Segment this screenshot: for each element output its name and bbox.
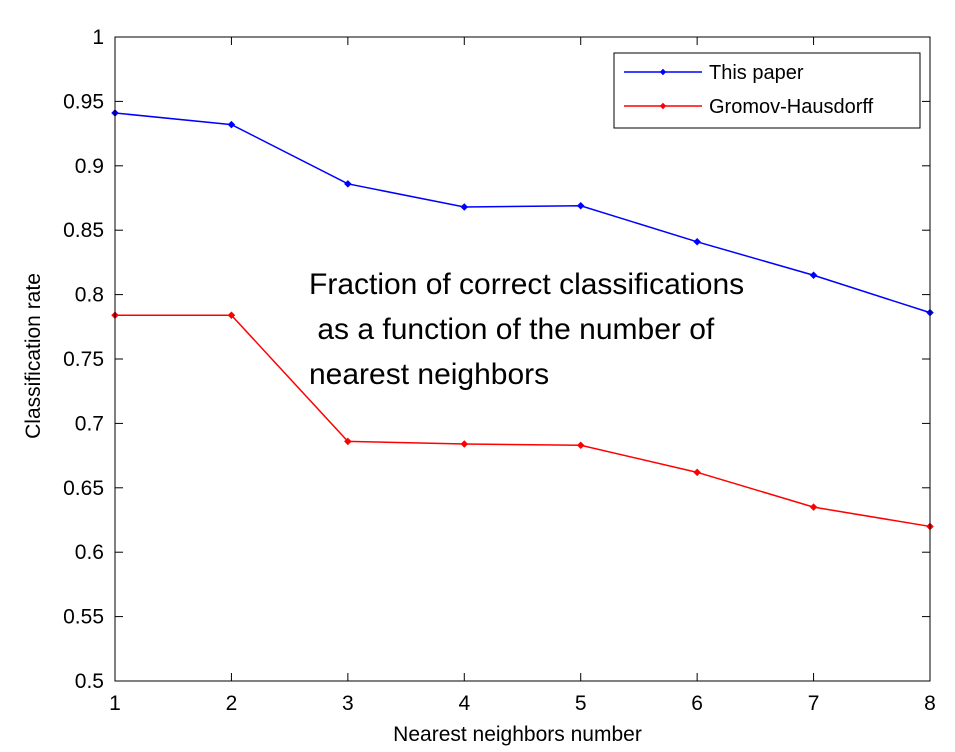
y-tick-label: 0.9 [75, 155, 104, 178]
data-point [227, 120, 236, 129]
x-tick-label: 8 [924, 692, 936, 715]
x-tick-label: 6 [691, 692, 703, 715]
x-tick-label: 5 [575, 692, 587, 715]
data-point [460, 440, 469, 448]
data-point [576, 201, 585, 210]
series-line [114, 112, 931, 314]
data-point [344, 180, 352, 188]
data-point [693, 238, 701, 246]
data-point [693, 468, 701, 477]
series-line [115, 314, 931, 528]
legend-box [613, 52, 921, 129]
annotation-line: as a function of the number of [309, 313, 715, 346]
data-point [576, 441, 585, 450]
y-tick-label: 0.95 [63, 90, 104, 113]
legend-marker [659, 68, 667, 76]
x-tick-label: 1 [109, 692, 121, 715]
y-axis-label: Classification rate [22, 273, 45, 439]
legend-marker [659, 102, 667, 110]
x-tick-label: 3 [342, 692, 354, 715]
plot-area [115, 37, 930, 681]
y-tick-label: 0.55 [63, 606, 104, 629]
legend-label: This paper [709, 62, 804, 84]
data-point [344, 437, 352, 446]
x-tick-label: 4 [458, 692, 470, 715]
ticks-layer: 1 2 3 4 5 6 7 8 0.5 0.55 0.6 0.65 0.7 0.75 0.8 0.85 0.9 0… [63, 26, 936, 715]
plot-background [115, 37, 930, 681]
legend-label: Gromov-Hausdorff [709, 96, 874, 118]
y-tick-label: 0.6 [75, 541, 104, 564]
x-tick-label: 7 [808, 692, 820, 715]
y-tick-label: 1 [92, 26, 104, 49]
data-point [809, 503, 818, 511]
x-tick-label: 2 [226, 692, 238, 715]
data-point [809, 271, 818, 280]
annotation-line: nearest neighbors [309, 358, 549, 391]
y-tick-label: 0.7 [75, 412, 104, 435]
y-tick-label: 0.75 [63, 348, 104, 371]
y-tick-label: 0.5 [75, 670, 104, 693]
x-axis-label: Nearest neighbors number [393, 723, 642, 746]
annotation-line: Fraction of correct classifications [309, 268, 744, 301]
series-layer [111, 109, 934, 531]
annotation: Fraction of correct classifications as a… [309, 268, 744, 391]
legend: This paper Gromov-Hausdorff [613, 52, 921, 129]
y-tick-label: 0.85 [63, 219, 104, 242]
data-point [460, 203, 469, 211]
y-tick-label: 0.8 [75, 284, 104, 307]
y-tick-label: 0.65 [63, 477, 104, 500]
data-point [227, 311, 236, 319]
